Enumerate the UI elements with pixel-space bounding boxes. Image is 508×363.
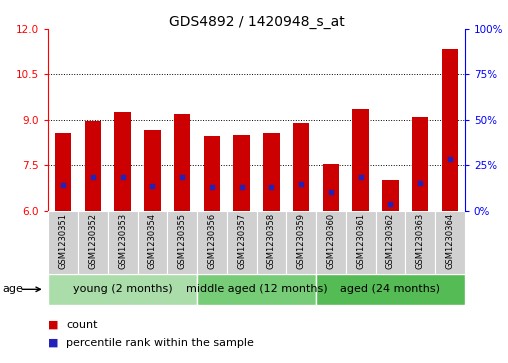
Point (357, 174, 365, 180)
Bar (287, 211, 316, 274)
Point (118, 174, 126, 180)
Bar (167, 211, 197, 274)
Text: GSM1230362: GSM1230362 (386, 213, 395, 269)
Bar (316, 274, 465, 305)
Point (446, 156, 454, 162)
Bar (108, 211, 138, 274)
Text: GSM1230357: GSM1230357 (237, 213, 246, 269)
Bar (346, 211, 375, 274)
Text: GSM1230355: GSM1230355 (178, 213, 186, 269)
Point (416, 180, 424, 186)
Text: GSM1230360: GSM1230360 (327, 213, 335, 269)
Bar (227, 211, 257, 274)
Text: GSM1230356: GSM1230356 (207, 213, 216, 269)
Point (59, 182, 67, 188)
Text: ■: ■ (48, 320, 59, 330)
Text: GSM1230359: GSM1230359 (297, 213, 306, 269)
Text: GSM1230352: GSM1230352 (88, 213, 98, 269)
Bar (197, 211, 227, 274)
Bar (234, 135, 250, 211)
Bar (316, 211, 346, 274)
Bar (197, 274, 316, 305)
Text: GSM1230354: GSM1230354 (148, 213, 157, 269)
Text: ■: ■ (48, 338, 59, 348)
Text: percentile rank within the sample: percentile rank within the sample (66, 338, 254, 348)
Point (148, 183, 156, 189)
Text: GSM1230353: GSM1230353 (118, 213, 127, 269)
Bar (55, 134, 71, 211)
Text: age: age (3, 285, 23, 294)
Point (238, 184, 246, 190)
Bar (382, 180, 399, 211)
Point (297, 181, 305, 187)
Bar (405, 211, 435, 274)
Bar (174, 114, 190, 211)
Point (178, 174, 186, 180)
Bar (48, 211, 78, 274)
Text: GSM1230358: GSM1230358 (267, 213, 276, 269)
Bar (353, 109, 369, 211)
Text: GSM1230364: GSM1230364 (446, 213, 455, 269)
Bar (442, 49, 458, 211)
Point (267, 184, 275, 190)
Bar (48, 274, 197, 305)
Text: GSM1230363: GSM1230363 (416, 213, 425, 269)
Bar (114, 112, 131, 211)
Bar (293, 123, 309, 211)
Text: GSM1230351: GSM1230351 (58, 213, 68, 269)
Text: count: count (66, 320, 98, 330)
Point (89, 174, 97, 180)
Text: GSM1230361: GSM1230361 (356, 213, 365, 269)
Bar (204, 136, 220, 211)
Bar (263, 134, 279, 211)
Point (327, 189, 335, 195)
Text: GDS4892 / 1420948_s_at: GDS4892 / 1420948_s_at (169, 15, 344, 29)
Point (387, 201, 395, 207)
Bar (257, 211, 287, 274)
Point (208, 184, 216, 190)
Text: young (2 months): young (2 months) (73, 285, 172, 294)
Bar (435, 211, 465, 274)
Bar (412, 117, 428, 211)
Text: aged (24 months): aged (24 months) (340, 285, 440, 294)
Bar (85, 121, 101, 211)
Bar (144, 130, 161, 211)
Bar (323, 164, 339, 211)
Bar (138, 211, 167, 274)
Text: middle aged (12 months): middle aged (12 months) (186, 285, 327, 294)
Bar (375, 211, 405, 274)
Bar (78, 211, 108, 274)
